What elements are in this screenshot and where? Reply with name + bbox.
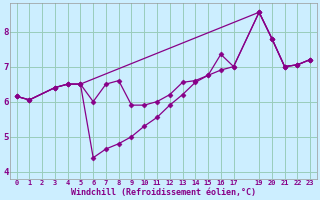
X-axis label: Windchill (Refroidissement éolien,°C): Windchill (Refroidissement éolien,°C) (71, 188, 256, 197)
